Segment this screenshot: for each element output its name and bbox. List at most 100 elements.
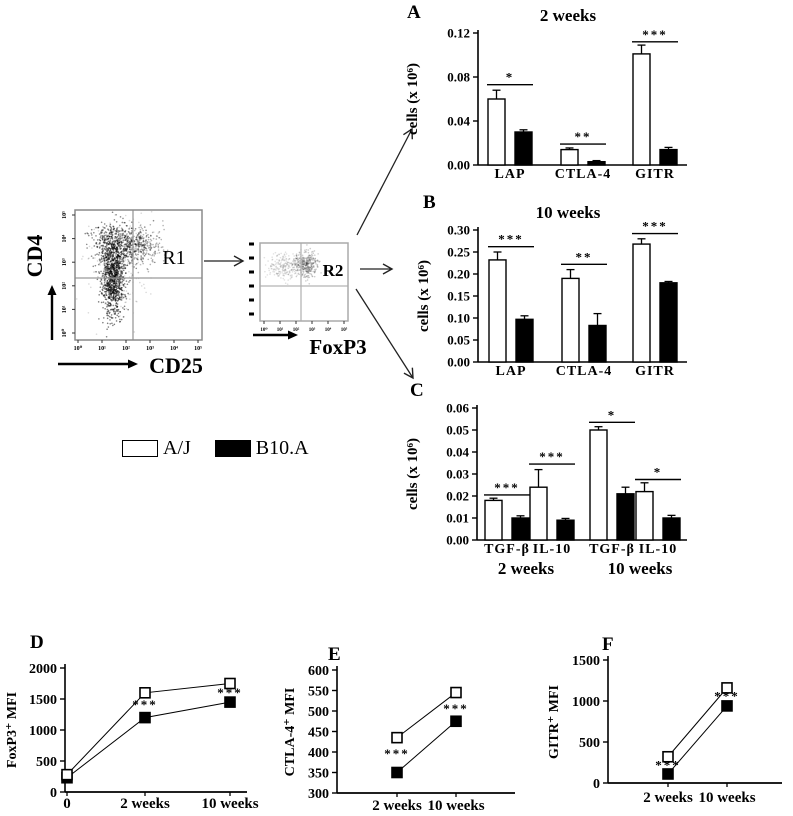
scatter-point	[310, 262, 313, 265]
scatter-point	[122, 217, 124, 220]
scatter-point	[133, 243, 136, 245]
scatter-point	[117, 249, 120, 252]
scatter-point	[283, 269, 286, 271]
scatter-point	[123, 249, 125, 251]
scatter-point	[118, 234, 120, 237]
scatter-point	[97, 263, 100, 266]
scatter-point	[315, 259, 317, 262]
scatter-point	[143, 255, 146, 257]
scatter-point	[133, 250, 136, 253]
scatter-point	[297, 263, 300, 266]
scatter-point	[130, 232, 132, 234]
scatter-point	[101, 248, 103, 251]
scatter-point	[309, 266, 312, 269]
plot-border	[74, 209, 203, 341]
scatter-point	[105, 259, 108, 262]
scatter-point	[130, 240, 133, 243]
scatter-point	[298, 266, 301, 269]
bar-b10a	[662, 517, 681, 541]
scatter-point	[264, 264, 267, 266]
scatter-point	[119, 235, 122, 237]
scatter-point	[303, 262, 306, 264]
scatter-point	[288, 271, 291, 273]
scatter-point	[305, 270, 308, 273]
scatter-point	[110, 296, 113, 299]
scatter-point	[111, 308, 114, 311]
scatter-point	[104, 298, 107, 300]
scatter-point	[155, 238, 158, 240]
scatter-point	[87, 232, 89, 235]
scatter-point	[125, 249, 127, 252]
scatter-point	[95, 235, 97, 237]
scatter-point	[121, 233, 123, 235]
scatter-point	[113, 310, 115, 313]
scatter-point	[282, 259, 284, 262]
scatter-point	[141, 227, 144, 230]
scatter-point	[297, 261, 299, 263]
bar-aj	[632, 243, 651, 363]
scatter-point	[118, 287, 121, 290]
scatter-point	[301, 268, 304, 271]
x-tick-label: 10³	[309, 327, 316, 333]
scatter-point	[99, 280, 102, 283]
scatter-point	[277, 268, 280, 271]
scatter-point	[301, 266, 304, 268]
scatter-point	[310, 272, 312, 275]
scatter-point	[153, 246, 155, 248]
scatter-point	[125, 239, 127, 241]
scatter-point	[156, 252, 159, 255]
scatter-point	[117, 262, 120, 265]
scatter-point	[124, 235, 127, 237]
scatter-point	[115, 266, 118, 269]
scatter-point	[140, 212, 143, 215]
scatter-point	[297, 264, 300, 267]
scatter-point	[93, 231, 95, 234]
scatter-point	[129, 248, 131, 251]
scatter-point	[306, 263, 308, 266]
scatter-point	[311, 259, 314, 261]
scatter-point	[115, 291, 117, 294]
scatter-point	[302, 259, 304, 262]
scatter-point	[116, 290, 119, 292]
scatter-point	[131, 237, 133, 239]
scatter-point	[102, 306, 104, 309]
significance-stars: ***	[494, 480, 520, 495]
scatter-point	[139, 236, 141, 239]
scatter-point	[313, 271, 316, 273]
scatter-point	[305, 261, 307, 264]
bar-aj	[529, 486, 548, 541]
scatter-point	[306, 268, 309, 270]
scatter-point	[292, 259, 295, 262]
scatter-point	[116, 228, 118, 231]
scatter-point	[295, 269, 298, 272]
scatter-point	[117, 254, 120, 257]
scatter-point	[138, 243, 141, 245]
scatter-point	[310, 270, 312, 272]
y-tick-label: 0.20	[447, 267, 470, 282]
scatter-point	[126, 264, 128, 267]
scatter-point	[271, 263, 274, 266]
scatter-point	[122, 229, 124, 231]
scatter-point	[116, 240, 119, 243]
y-tick-label: 0.00	[446, 533, 469, 548]
y-axis-label: cells (x 10⁶)	[405, 63, 421, 135]
scatter-point	[119, 246, 122, 248]
scatter-point	[123, 283, 126, 285]
scatter-point	[111, 264, 114, 267]
y-axis-label: GITR⁺ MFI	[547, 685, 562, 759]
scatter-point	[137, 271, 140, 274]
scatter-point	[124, 301, 126, 304]
x-tick-label: 10⁵	[194, 346, 202, 352]
scatter-point	[102, 235, 105, 238]
y-axis-label: CD4	[22, 235, 47, 278]
scatter-point	[119, 270, 121, 272]
scatter-point	[119, 268, 121, 271]
scatter-point	[120, 230, 122, 232]
scatter-point	[129, 243, 132, 246]
scatter-point	[139, 237, 141, 240]
scatter-point	[125, 307, 128, 310]
scatter-point	[288, 265, 290, 267]
scatter-point	[134, 250, 137, 253]
scatter-point	[117, 231, 119, 233]
